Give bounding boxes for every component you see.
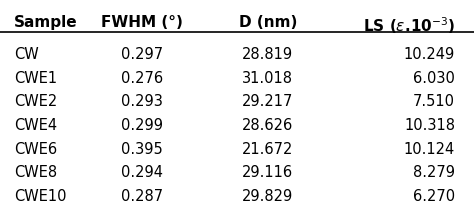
Text: 0.276: 0.276 [121, 71, 163, 86]
Text: 10.249: 10.249 [404, 47, 455, 62]
Text: 8.279: 8.279 [413, 165, 455, 180]
Text: CWE10: CWE10 [14, 189, 67, 204]
Text: CWE2: CWE2 [14, 94, 57, 109]
Text: Sample: Sample [14, 15, 78, 30]
Text: 29.116: 29.116 [242, 165, 293, 180]
Text: CW: CW [14, 47, 39, 62]
Text: 6.270: 6.270 [413, 189, 455, 204]
Text: LS ($\varepsilon$.10$^{-3}$): LS ($\varepsilon$.10$^{-3}$) [363, 15, 455, 36]
Text: 28.626: 28.626 [242, 118, 293, 133]
Text: 29.217: 29.217 [242, 94, 293, 109]
Text: 31.018: 31.018 [242, 71, 293, 86]
Text: 6.030: 6.030 [413, 71, 455, 86]
Text: 0.297: 0.297 [121, 47, 163, 62]
Text: 10.124: 10.124 [404, 142, 455, 157]
Text: CWE6: CWE6 [14, 142, 57, 157]
Text: FWHM (°): FWHM (°) [101, 15, 183, 30]
Text: 28.819: 28.819 [242, 47, 293, 62]
Text: 7.510: 7.510 [413, 94, 455, 109]
Text: CWE4: CWE4 [14, 118, 57, 133]
Text: 10.318: 10.318 [404, 118, 455, 133]
Text: CWE1: CWE1 [14, 71, 57, 86]
Text: 0.293: 0.293 [121, 94, 163, 109]
Text: D (nm): D (nm) [238, 15, 297, 30]
Text: 29.829: 29.829 [242, 189, 293, 204]
Text: 21.672: 21.672 [242, 142, 293, 157]
Text: 0.287: 0.287 [121, 189, 163, 204]
Text: 0.294: 0.294 [121, 165, 163, 180]
Text: CWE8: CWE8 [14, 165, 57, 180]
Text: 0.395: 0.395 [121, 142, 163, 157]
Text: 0.299: 0.299 [121, 118, 163, 133]
